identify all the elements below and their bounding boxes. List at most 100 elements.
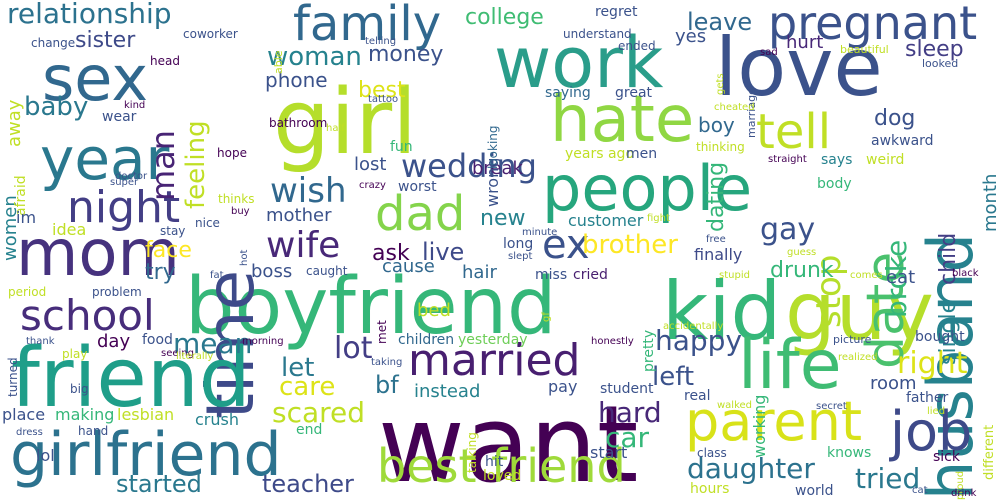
word-comes: comes bbox=[850, 270, 883, 281]
word-taking: taking bbox=[371, 357, 403, 368]
word-telling: telling bbox=[365, 36, 397, 47]
word-finally: finally bbox=[694, 245, 743, 264]
word-literally: literally bbox=[176, 351, 214, 362]
word-ex: ex bbox=[542, 222, 590, 268]
word-real: real bbox=[684, 388, 711, 404]
word-picture: picture bbox=[833, 333, 872, 346]
word-children: children bbox=[398, 332, 455, 348]
word-accidentally: accidentally bbox=[663, 321, 724, 332]
word-wish: wish bbox=[270, 171, 347, 211]
word-ask: ask bbox=[372, 241, 410, 266]
word-hours: hours bbox=[690, 481, 730, 497]
word-day: day bbox=[97, 331, 131, 352]
word-wear: wear bbox=[102, 109, 137, 125]
word-kind: kind bbox=[124, 100, 146, 111]
word-black: black bbox=[952, 268, 979, 279]
word-customer: customer bbox=[568, 211, 644, 230]
word-idea: idea bbox=[52, 220, 87, 239]
word-love: love bbox=[715, 21, 883, 114]
word-break: break bbox=[472, 158, 523, 179]
word-food: food bbox=[142, 332, 173, 348]
word-saying: saying bbox=[545, 85, 591, 101]
word-feeling: feeling bbox=[181, 120, 211, 209]
word-mean: mean bbox=[173, 327, 253, 360]
word-bed: bed bbox=[417, 300, 451, 321]
word-brother: brother bbox=[582, 230, 678, 260]
word-pay: pay bbox=[548, 377, 578, 396]
word-play: play bbox=[62, 347, 88, 361]
word-college: college bbox=[465, 5, 544, 30]
word-room: room bbox=[870, 373, 917, 394]
word-thinks: thinks bbox=[218, 192, 255, 206]
word-girl: girl bbox=[273, 70, 418, 175]
word-super: super bbox=[110, 177, 139, 188]
word-big: big bbox=[70, 382, 89, 396]
word-school: school bbox=[20, 291, 155, 340]
word-regret: regret bbox=[595, 4, 638, 20]
word-sick: sick bbox=[933, 449, 960, 465]
word-instead: instead bbox=[414, 381, 481, 402]
word-honestly: honestly bbox=[591, 336, 634, 347]
word-realized: realized bbox=[838, 352, 878, 363]
word-lot: lot bbox=[334, 331, 373, 366]
word-ended: ended bbox=[618, 39, 656, 53]
word-place: place bbox=[2, 405, 46, 424]
word-parent: parent bbox=[685, 390, 863, 453]
word-sad: sad bbox=[760, 47, 778, 58]
word-crazy: crazy bbox=[359, 180, 386, 191]
word-boy: boy bbox=[698, 113, 735, 137]
word-hit: hit bbox=[485, 454, 504, 470]
word-best-friend: best friend bbox=[377, 439, 626, 493]
word-hard: hard bbox=[598, 396, 662, 429]
word-looking: looking bbox=[486, 125, 500, 169]
word-bf: bf bbox=[375, 371, 399, 399]
word-start: start bbox=[590, 443, 628, 462]
word-hurt: hurt bbox=[786, 32, 824, 53]
word-sister: sister bbox=[75, 28, 136, 53]
word-money: money bbox=[368, 42, 444, 67]
word-phone: phone bbox=[265, 68, 328, 92]
word-bought: bought bbox=[915, 329, 965, 345]
word-miss: miss bbox=[535, 267, 568, 283]
word-im: im bbox=[16, 208, 37, 227]
word-making: making bbox=[55, 405, 115, 424]
word-tried: tried bbox=[855, 462, 921, 495]
word-end: end bbox=[296, 422, 323, 438]
word-friend: friend bbox=[11, 331, 251, 426]
word-cheated: cheated bbox=[714, 102, 755, 113]
word-coworker: coworker bbox=[183, 27, 238, 41]
word-hot: hot bbox=[239, 249, 250, 266]
word-family: family bbox=[293, 0, 442, 52]
word-looked: looked bbox=[922, 57, 959, 70]
word-morning: morning bbox=[242, 336, 284, 347]
word-stupid: stupid bbox=[719, 270, 750, 281]
word-car: car bbox=[605, 421, 650, 454]
word-work: work bbox=[494, 22, 664, 104]
word-hate: hate bbox=[550, 83, 695, 157]
word-year: year bbox=[40, 125, 170, 193]
word-best: best bbox=[358, 78, 406, 103]
word-happy: happy bbox=[655, 324, 743, 357]
word-guess: guess bbox=[787, 247, 817, 258]
word-years-ago: years ago bbox=[565, 146, 635, 162]
word-thank: thank bbox=[26, 336, 55, 347]
word-daughter: daughter bbox=[687, 452, 815, 485]
word-mom: mom bbox=[16, 217, 180, 291]
word-woman: woman bbox=[267, 42, 362, 72]
word-try: try bbox=[145, 260, 176, 285]
word-student: student bbox=[600, 381, 654, 397]
word-scared: scared bbox=[272, 396, 366, 429]
word-girlfriend: girlfriend bbox=[10, 420, 282, 490]
word-night: night bbox=[67, 182, 181, 233]
word-world: world bbox=[795, 483, 834, 499]
word-gf: gf bbox=[541, 312, 552, 322]
word-hope: hope bbox=[217, 146, 247, 160]
word-leave: leave bbox=[687, 8, 753, 36]
word-problem: problem bbox=[92, 285, 142, 299]
word-secret: secret bbox=[816, 401, 847, 412]
word-beautiful: beautiful bbox=[840, 43, 889, 56]
word-awkward: awkward bbox=[871, 133, 934, 149]
word-gets: gets bbox=[715, 73, 726, 95]
word-long: long bbox=[503, 236, 534, 252]
